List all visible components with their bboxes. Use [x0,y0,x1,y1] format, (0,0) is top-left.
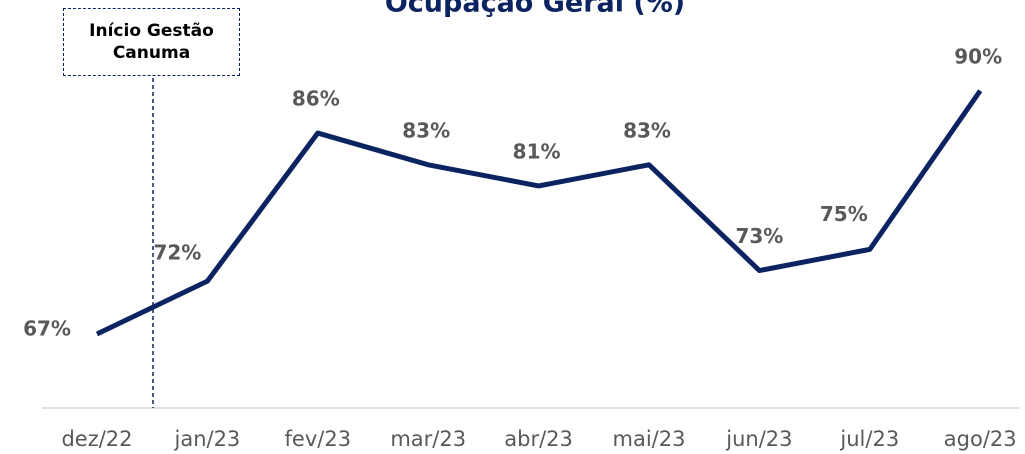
x-tick-label: ago/23 [944,427,1017,451]
x-tick-label: jun/23 [725,427,792,451]
data-label: 83% [402,118,450,142]
x-tick-label: jul/23 [839,427,899,451]
data-label: 72% [153,241,201,265]
x-tick-label: mai/23 [613,427,686,451]
data-label: 83% [623,118,671,142]
data-label: 81% [513,139,561,163]
data-label: 90% [954,44,1002,68]
data-label: 86% [292,87,340,111]
chart-title: Ocupação Geral (%) [385,0,685,19]
line [95,89,983,337]
x-tick-label: dez/22 [61,427,132,451]
annotation: Início Gestão Canuma [63,8,240,76]
x-tick-label: abr/23 [504,427,573,451]
x-tick-label: jan/23 [173,427,240,451]
data-label: 75% [820,202,868,226]
x-tick-label: fev/23 [285,427,352,451]
data-label: 67% [23,316,71,340]
data-label: 73% [735,224,783,248]
x-tick-label: mar/23 [390,427,466,451]
